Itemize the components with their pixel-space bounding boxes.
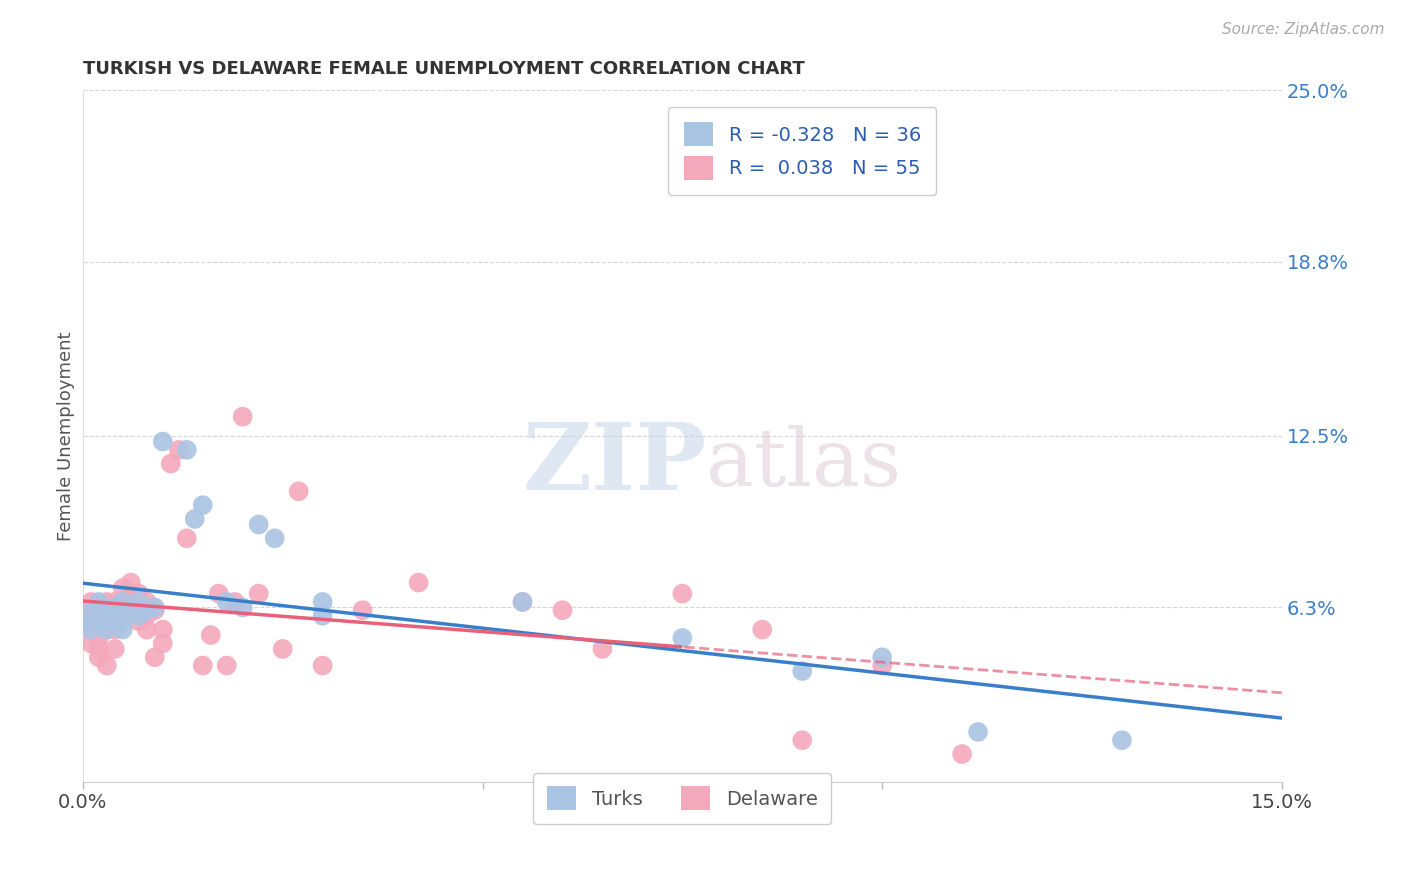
Point [87,615,110,629]
Point [208,586,231,600]
Point [143,603,166,617]
Point [870,650,893,665]
Point [143,650,166,665]
Point [87,608,110,623]
Point [87,650,110,665]
Point [512,595,534,609]
Point [111,623,134,637]
Point [111,581,134,595]
Point [80,603,103,617]
Point [96,608,118,623]
Point [111,608,134,623]
Point [128,586,150,600]
Point [671,631,693,645]
Point [111,595,134,609]
Point [104,608,127,623]
Y-axis label: Female Unemployment: Female Unemployment [58,331,75,541]
Point [152,623,174,637]
Point [152,636,174,650]
Text: atlas: atlas [706,425,901,502]
Point [287,484,309,499]
Point [80,623,103,637]
Point [120,586,142,600]
Point [104,608,127,623]
Point [135,595,157,609]
Point [104,595,127,609]
Point [224,595,246,609]
Point [120,603,142,617]
Point [87,603,110,617]
Point [128,595,150,609]
Point [111,595,134,609]
Text: Source: ZipAtlas.com: Source: ZipAtlas.com [1222,22,1385,37]
Point [512,595,534,609]
Point [159,457,181,471]
Point [128,608,150,623]
Point [311,658,333,673]
Point [135,603,157,617]
Point [967,725,990,739]
Point [184,512,207,526]
Point [80,623,103,637]
Point [751,623,773,637]
Point [176,442,198,457]
Point [87,631,110,645]
Point [96,595,118,609]
Point [80,615,103,629]
Point [176,531,198,545]
Point [104,623,127,637]
Point [167,442,190,457]
Point [104,600,127,615]
Point [80,608,103,623]
Point [80,636,103,650]
Point [96,658,118,673]
Point [96,615,118,629]
Point [271,642,294,657]
Legend: Turks, Delaware: Turks, Delaware [533,772,831,824]
Point [87,615,110,629]
Point [1111,733,1133,747]
Point [152,434,174,449]
Point [87,595,110,609]
Text: TURKISH VS DELAWARE FEMALE UNEMPLOYMENT CORRELATION CHART: TURKISH VS DELAWARE FEMALE UNEMPLOYMENT … [83,60,804,78]
Point [191,498,214,512]
Point [96,623,118,637]
Point [352,603,374,617]
Point [191,658,214,673]
Point [408,575,430,590]
Point [87,642,110,657]
Point [120,575,142,590]
Point [120,603,142,617]
Point [591,642,613,657]
Point [311,595,333,609]
Point [135,608,157,623]
Point [870,658,893,673]
Point [96,603,118,617]
Point [104,615,127,629]
Point [247,517,270,532]
Point [96,623,118,637]
Point [950,747,973,761]
Point [792,733,814,747]
Point [311,608,333,623]
Point [128,615,150,629]
Text: ZIP: ZIP [522,418,706,508]
Point [792,664,814,678]
Point [200,628,222,642]
Point [551,603,574,617]
Point [232,600,254,615]
Point [111,615,134,629]
Point [247,586,270,600]
Point [80,595,103,609]
Point [263,531,285,545]
Point [215,658,238,673]
Point [104,642,127,657]
Point [671,586,693,600]
Point [143,600,166,615]
Point [215,595,238,609]
Point [135,623,157,637]
Point [232,409,254,424]
